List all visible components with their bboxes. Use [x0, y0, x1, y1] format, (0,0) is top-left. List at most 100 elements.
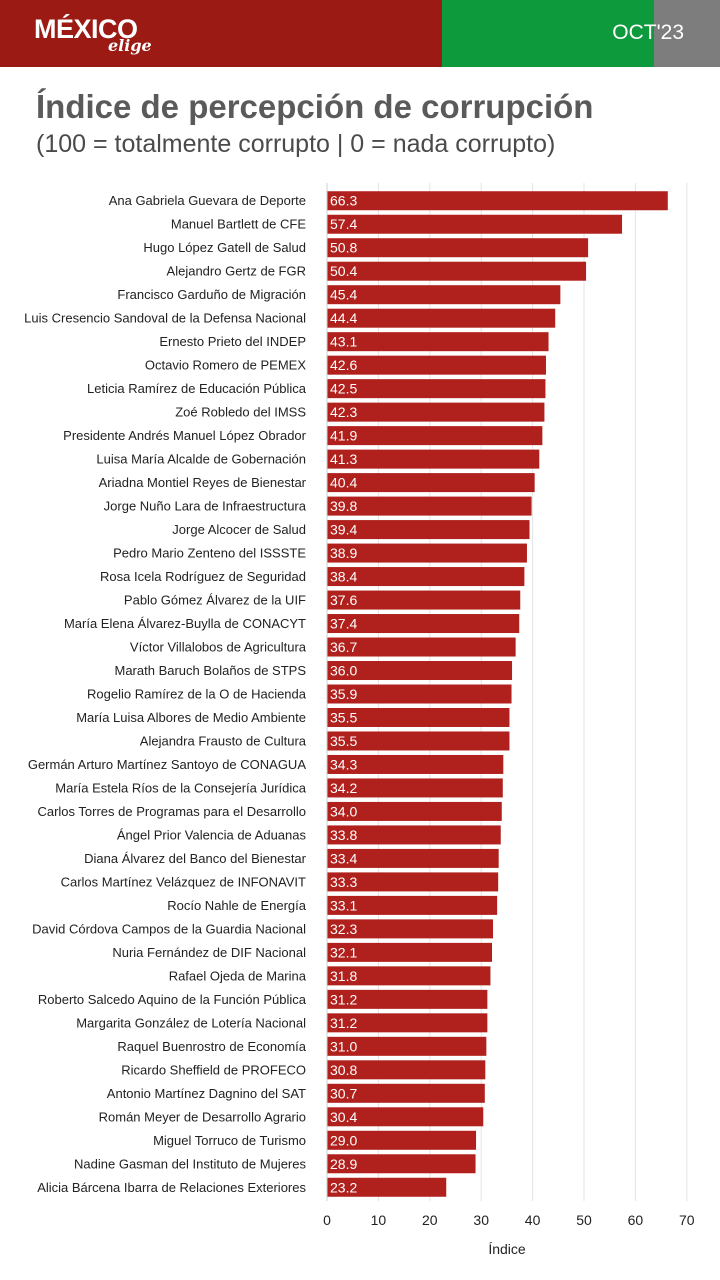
logo-main-text: MÉXICO — [34, 14, 138, 44]
data-label: 40.4 — [330, 475, 357, 491]
data-label: 23.2 — [330, 1179, 357, 1195]
bar — [327, 637, 516, 657]
category-label: Rocío Nahle de Energía — [167, 898, 307, 913]
category-label: Diana Álvarez del Banco del Bienestar — [84, 851, 307, 866]
category-label: María Elena Álvarez-Buylla de CONACYT — [64, 616, 306, 631]
category-label: Ernesto Prieto del INDEP — [159, 334, 306, 349]
category-label: Francisco Garduño de Migración — [117, 287, 306, 302]
bar — [327, 308, 556, 328]
data-label: 39.4 — [330, 522, 357, 538]
data-label: 50.8 — [330, 240, 357, 256]
data-label: 66.3 — [330, 193, 357, 209]
bar — [327, 496, 532, 516]
bar — [327, 332, 549, 352]
bar — [327, 801, 502, 821]
x-tick-label: 40 — [525, 1212, 541, 1228]
bar — [327, 1013, 488, 1033]
logo-sub-text: elige — [108, 36, 152, 55]
category-label: Zoé Robledo del IMSS — [175, 405, 306, 420]
category-label: Octavio Romero de PEMEX — [145, 358, 306, 373]
bar — [327, 825, 501, 845]
data-label: 37.4 — [330, 616, 357, 632]
mexico-elige-logo: MÉXICO elige — [34, 12, 184, 58]
bar — [327, 1154, 476, 1174]
data-label: 38.4 — [330, 569, 357, 585]
data-label: 38.9 — [330, 545, 357, 561]
data-label: 44.4 — [330, 310, 357, 326]
bar — [327, 238, 589, 258]
data-label: 41.9 — [330, 428, 357, 444]
data-label: 32.3 — [330, 921, 357, 937]
data-label: 28.9 — [330, 1156, 357, 1172]
data-label: 31.8 — [330, 968, 357, 984]
category-label: Germán Arturo Martínez Santoyo de CONAGU… — [28, 757, 306, 772]
category-label: Miguel Torruco de Turismo — [153, 1133, 306, 1148]
bar — [327, 848, 499, 868]
category-label: Ariadna Montiel Reyes de Bienestar — [99, 475, 307, 490]
category-label: Alejandro Gertz de FGR — [167, 264, 306, 279]
bar — [327, 1107, 484, 1127]
bar — [327, 191, 668, 211]
bar — [327, 942, 492, 962]
data-label: 50.4 — [330, 263, 357, 279]
category-label: Presidente Andrés Manuel López Obrador — [63, 428, 306, 443]
header-green-block — [442, 0, 654, 67]
category-label: Jorge Alcocer de Salud — [172, 522, 306, 537]
bar — [327, 895, 498, 915]
data-label: 33.4 — [330, 850, 357, 866]
category-label: Román Meyer de Desarrollo Agrario — [99, 1109, 306, 1124]
category-label: Marath Baruch Bolaños de STPS — [115, 663, 307, 678]
bar — [327, 614, 520, 634]
category-label: Nadine Gasman del Instituto de Mujeres — [74, 1156, 306, 1171]
data-label: 35.5 — [330, 709, 357, 725]
bar — [327, 1036, 487, 1056]
data-label: 29.0 — [330, 1132, 357, 1148]
data-label: 35.9 — [330, 686, 357, 702]
category-label: Ana Gabriela Guevara de Deporte — [109, 193, 306, 208]
category-label: Manuel Bartlett de CFE — [171, 217, 306, 232]
category-label: Luis Cresencio Sandoval de la Defensa Na… — [24, 311, 306, 326]
data-label: 30.8 — [330, 1062, 357, 1078]
data-label: 30.7 — [330, 1085, 357, 1101]
bar — [327, 684, 512, 704]
bar — [327, 1060, 486, 1080]
data-label: 33.3 — [330, 874, 357, 890]
data-label: 34.2 — [330, 780, 357, 796]
category-label: Rafael Ojeda de Marina — [169, 968, 307, 983]
bar — [327, 473, 535, 493]
data-label: 57.4 — [330, 216, 357, 232]
category-label: Jorge Nuño Lara de Infraestructura — [104, 499, 307, 514]
header-red-block — [0, 0, 442, 67]
bar — [327, 872, 499, 892]
data-label: 42.6 — [330, 357, 357, 373]
bar — [327, 1083, 485, 1103]
category-label: David Córdova Campos de la Guardia Nacio… — [32, 921, 306, 936]
category-label: Antonio Martínez Dagnino del SAT — [107, 1086, 306, 1101]
data-label: 30.4 — [330, 1109, 357, 1125]
category-label: Margarita González de Lotería Nacional — [76, 1015, 306, 1030]
x-tick-label: 20 — [422, 1212, 438, 1228]
bar — [327, 590, 521, 610]
data-label: 31.0 — [330, 1038, 357, 1054]
category-label: Luisa María Alcalde de Gobernación — [96, 452, 306, 467]
bar — [327, 543, 527, 563]
category-label: Alicia Bárcena Ibarra de Relaciones Exte… — [37, 1180, 306, 1195]
chart-title: Índice de percepción de corrupción — [36, 88, 594, 125]
data-label: 34.0 — [330, 803, 357, 819]
bar — [327, 919, 494, 939]
data-label: 33.8 — [330, 827, 357, 843]
bar — [327, 707, 510, 727]
category-label: Ángel Prior Valencia de Aduanas — [117, 827, 307, 842]
bar — [327, 426, 543, 446]
category-label: Rogelio Ramírez de la O de Hacienda — [87, 687, 307, 702]
x-tick-label: 60 — [628, 1212, 644, 1228]
category-label: Hugo López Gatell de Salud — [143, 240, 306, 255]
category-label: Víctor Villalobos de Agricultura — [130, 640, 307, 655]
bar — [327, 731, 510, 751]
category-label: Carlos Martínez Velázquez de INFONAVIT — [61, 874, 306, 889]
category-label: Pablo Gómez Álvarez de la UIF — [124, 593, 306, 608]
x-tick-label: 10 — [371, 1212, 387, 1228]
bar — [327, 567, 525, 587]
chart-subtitle: (100 = totalmente corrupto | 0 = nada co… — [36, 130, 556, 158]
